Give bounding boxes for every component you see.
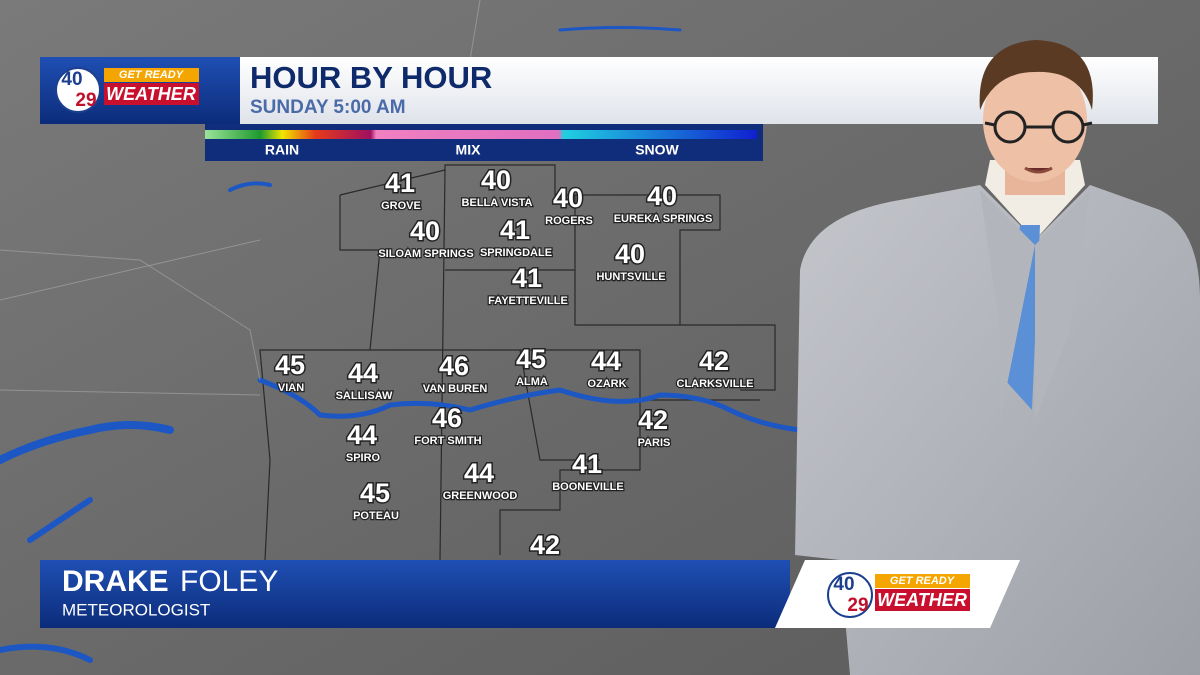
temperature: 45: [516, 344, 546, 374]
precip-scale: [205, 130, 757, 139]
logo-number: 29: [75, 90, 96, 111]
city-name: BOONEVILLE: [552, 481, 624, 493]
temperature: 44: [591, 346, 621, 376]
temperature: 46: [439, 351, 469, 381]
temperature: 40: [647, 181, 677, 211]
temperature: 45: [275, 350, 305, 380]
temperature: 41: [385, 168, 415, 198]
city-name: ALMA: [516, 376, 548, 388]
city-name: PARIS: [638, 437, 671, 449]
legend-label: MIX: [456, 142, 482, 158]
logo-number: 29: [847, 595, 868, 616]
temperature: 40: [553, 183, 583, 213]
city-name: HUNTSVILLE: [596, 271, 665, 283]
logo-number: 40: [61, 69, 82, 90]
logo-brand: WEATHER: [106, 84, 196, 104]
header-title: HOUR BY HOUR: [250, 60, 492, 95]
legend-label: RAIN: [265, 142, 299, 158]
logo: 40 29 GET READY WEATHER: [827, 572, 970, 618]
city-name: VIAN: [278, 382, 304, 394]
city-name: BELLA VISTA: [462, 197, 533, 209]
temperature: 40: [615, 239, 645, 269]
temperature: 45: [360, 478, 390, 508]
temperature: 41: [512, 263, 542, 293]
logo-brand: WEATHER: [877, 590, 967, 610]
temperature: 44: [347, 420, 377, 450]
logo-number: 40: [833, 574, 854, 595]
presenter: [795, 40, 1200, 675]
city-name: SILOAM SPRINGS: [378, 248, 473, 260]
city-name: SPIRO: [346, 452, 381, 464]
temperature: 41: [500, 215, 530, 245]
temperature: 44: [464, 458, 494, 488]
temperature: 42: [530, 530, 560, 560]
temperature: 40: [481, 165, 511, 195]
city-name: SPRINGDALE: [480, 247, 552, 259]
presenter-last-name: FOLEY: [180, 565, 278, 598]
city-name: GREENWOOD: [443, 490, 518, 502]
logo-tagline: GET READY: [890, 575, 956, 587]
logo-tagline: GET READY: [119, 69, 185, 81]
city-name: GROVE: [381, 200, 421, 212]
temperature: 40: [410, 216, 440, 246]
temperature: 42: [638, 405, 668, 435]
city-name: OZARK: [587, 378, 626, 390]
city-name: POTEAU: [353, 510, 399, 522]
header-subtitle: SUNDAY 5:00 AM: [250, 97, 406, 118]
temperature: 46: [432, 403, 462, 433]
temperature: 44: [348, 358, 378, 388]
city-temperatures: 41 GROVE 40 BELLA VISTA 40 ROGERS 40 EUREKA SPR…: [273, 164, 754, 562]
presenter-first-name: DRAKE: [62, 565, 169, 598]
legend-label: SNOW: [635, 142, 679, 158]
temperature: 42: [699, 346, 729, 376]
city-name: CLARKSVILLE: [677, 378, 754, 390]
city-name: SALLISAW: [336, 390, 393, 402]
city-name: FAYETTEVILLE: [488, 295, 568, 307]
city-name: EUREKA SPRINGS: [614, 213, 713, 225]
city-name: FORT SMITH: [414, 435, 481, 447]
city-name: VAN BUREN: [423, 383, 488, 395]
temperature: 41: [572, 449, 602, 479]
logo: 40 29 GET READY WEATHER: [55, 67, 199, 113]
city-name: ROGERS: [545, 215, 593, 227]
lower-third: DRAKE FOLEY METEOROLOGIST 40 29 GET READ…: [40, 560, 1020, 628]
presenter-role: METEOROLOGIST: [62, 600, 210, 619]
name-bar: [40, 560, 790, 628]
